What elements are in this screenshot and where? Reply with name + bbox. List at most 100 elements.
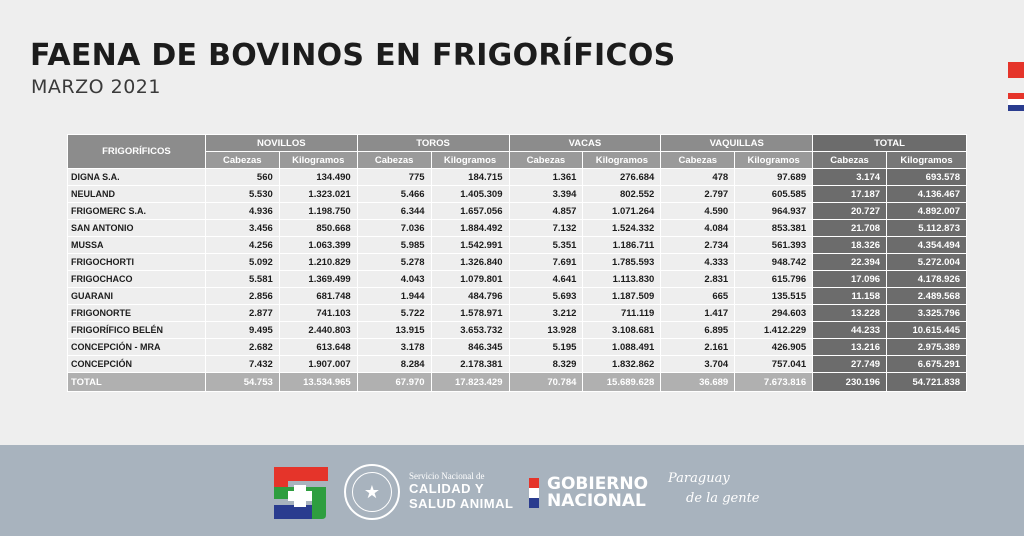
star-icon: ★ — [352, 472, 392, 512]
cell: 853.381 — [734, 219, 814, 237]
frigorifico-name: CONCEPCIÓN — [67, 355, 206, 373]
cell: 1.907.007 — [278, 355, 358, 373]
cell: 2.178.381 — [430, 355, 510, 373]
page-title: FAENA DE BOVINOS EN FRIGORÍFICOS — [30, 38, 676, 73]
cell: 4.857 — [508, 202, 584, 220]
cell: 5.195 — [508, 338, 584, 356]
cell: 5.722 — [356, 304, 432, 322]
cell: 135.515 — [734, 287, 814, 305]
senacsa-line: CALIDAD Y — [409, 481, 485, 496]
senacsa-name: Servicio Nacional de CALIDAD Y SALUD ANI… — [409, 471, 513, 511]
total-label: TOTAL — [67, 372, 206, 392]
cell: 1.088.491 — [582, 338, 662, 356]
table-row: FRIGORÍFICO BELÉN 9.495 2.440.803 13.915 3.6… — [67, 321, 967, 339]
cell: 2.682 — [204, 338, 280, 356]
cell: 4.084 — [660, 219, 736, 237]
cell: 2.734 — [660, 236, 736, 254]
cell: 1.832.862 — [582, 355, 662, 373]
cell: 2.489.568 — [886, 287, 967, 305]
cell: 1.369.499 — [278, 270, 358, 288]
header-vaquillas: VAQUILLAS — [660, 134, 814, 152]
cell: 1.578.971 — [430, 304, 510, 322]
red-flag-marker — [1008, 62, 1024, 78]
cell: 681.748 — [278, 287, 358, 305]
cell: 13.915 — [356, 321, 432, 339]
page-subtitle: MARZO 2021 — [31, 76, 161, 98]
cell: 1.063.399 — [278, 236, 358, 254]
cell: 3.653.732 — [430, 321, 510, 339]
cell: 2.856 — [204, 287, 280, 305]
cell: 5.092 — [204, 253, 280, 271]
cell: 1.542.991 — [430, 236, 510, 254]
cell: 1.186.711 — [582, 236, 662, 254]
header-frigorificos: FRIGORÍFICOS — [67, 134, 206, 169]
cell: 4.892.007 — [886, 202, 967, 220]
cell: 3.212 — [508, 304, 584, 322]
cell: 27.749 — [812, 355, 888, 373]
cell: 7.691 — [508, 253, 584, 271]
cell: 775 — [356, 168, 432, 186]
cell: 948.742 — [734, 253, 814, 271]
cell: 4.936 — [204, 202, 280, 220]
slaughter-table: FRIGORÍFICOS NOVILLOS TOROS VACAS VAQUIL… — [67, 134, 967, 392]
cell: 615.796 — [734, 270, 814, 288]
table-row: FRIGOCHACO 5.581 1.369.499 4.043 1.079.801 4.… — [67, 270, 967, 288]
frigorifico-name: FRIGOCHORTI — [67, 253, 206, 271]
cell: 850.668 — [278, 219, 358, 237]
subheader-kilogramos: Kilogramos — [430, 151, 510, 169]
cell: 276.684 — [582, 168, 662, 186]
frigorifico-name: MUSSA — [67, 236, 206, 254]
cell: 1.405.309 — [430, 185, 510, 203]
cell: 1.113.830 — [582, 270, 662, 288]
subheader-cabezas: Cabezas — [660, 151, 736, 169]
cell: 3.456 — [204, 219, 280, 237]
cell: 605.585 — [734, 185, 814, 203]
cell: 13.216 — [812, 338, 888, 356]
subheader-kilogramos: Kilogramos — [886, 151, 967, 169]
cell: 1.187.509 — [582, 287, 662, 305]
subheader-kilogramos: Kilogramos — [278, 151, 358, 169]
cell: 1.884.492 — [430, 219, 510, 237]
table-row: DIGNA S.A. 560 134.490 775 184.715 1.361 276.6… — [67, 168, 967, 186]
cell: 693.578 — [886, 168, 967, 186]
cell: 4.178.926 — [886, 270, 967, 288]
cell: 4.641 — [508, 270, 584, 288]
cell: 2.975.389 — [886, 338, 967, 356]
cell: 67.970 — [356, 372, 432, 392]
cell: 5.530 — [204, 185, 280, 203]
cell: 5.581 — [204, 270, 280, 288]
table-row: MUSSA 4.256 1.063.399 5.985 1.542.991 5.351 1.… — [67, 236, 967, 254]
cell: 964.937 — [734, 202, 814, 220]
table-row: FRIGOMERC S.A. 4.936 1.198.750 6.344 1.657.0… — [67, 202, 967, 220]
subheader-cabezas: Cabezas — [508, 151, 584, 169]
cell: 802.552 — [582, 185, 662, 203]
cell: 36.689 — [660, 372, 736, 392]
cell: 3.704 — [660, 355, 736, 373]
cell: 44.233 — [812, 321, 888, 339]
cell: 2.161 — [660, 338, 736, 356]
cell: 11.158 — [812, 287, 888, 305]
cell: 5.278 — [356, 253, 432, 271]
frigorifico-name: CONCEPCIÓN - MRA — [67, 338, 206, 356]
paraguay-flag-marker — [1008, 93, 1024, 111]
cell: 7.673.816 — [734, 372, 814, 392]
cell: 10.615.445 — [886, 321, 967, 339]
subheader-kilogramos: Kilogramos — [582, 151, 662, 169]
cell: 13.228 — [812, 304, 888, 322]
cell: 5.466 — [356, 185, 432, 203]
cell: 15.689.628 — [582, 372, 662, 392]
cell: 561.393 — [734, 236, 814, 254]
cell: 3.178 — [356, 338, 432, 356]
subheader-kilogramos: Kilogramos — [734, 151, 814, 169]
cell: 4.590 — [660, 202, 736, 220]
cell: 846.345 — [430, 338, 510, 356]
header-novillos: NOVILLOS — [204, 134, 358, 152]
cell: 1.417 — [660, 304, 736, 322]
gobierno-line: GOBIERNO — [547, 474, 649, 494]
cell: 13.928 — [508, 321, 584, 339]
cell: 1.361 — [508, 168, 584, 186]
cell: 5.985 — [356, 236, 432, 254]
header-vacas: VACAS — [508, 134, 662, 152]
cell: 7.036 — [356, 219, 432, 237]
cell: 3.108.681 — [582, 321, 662, 339]
